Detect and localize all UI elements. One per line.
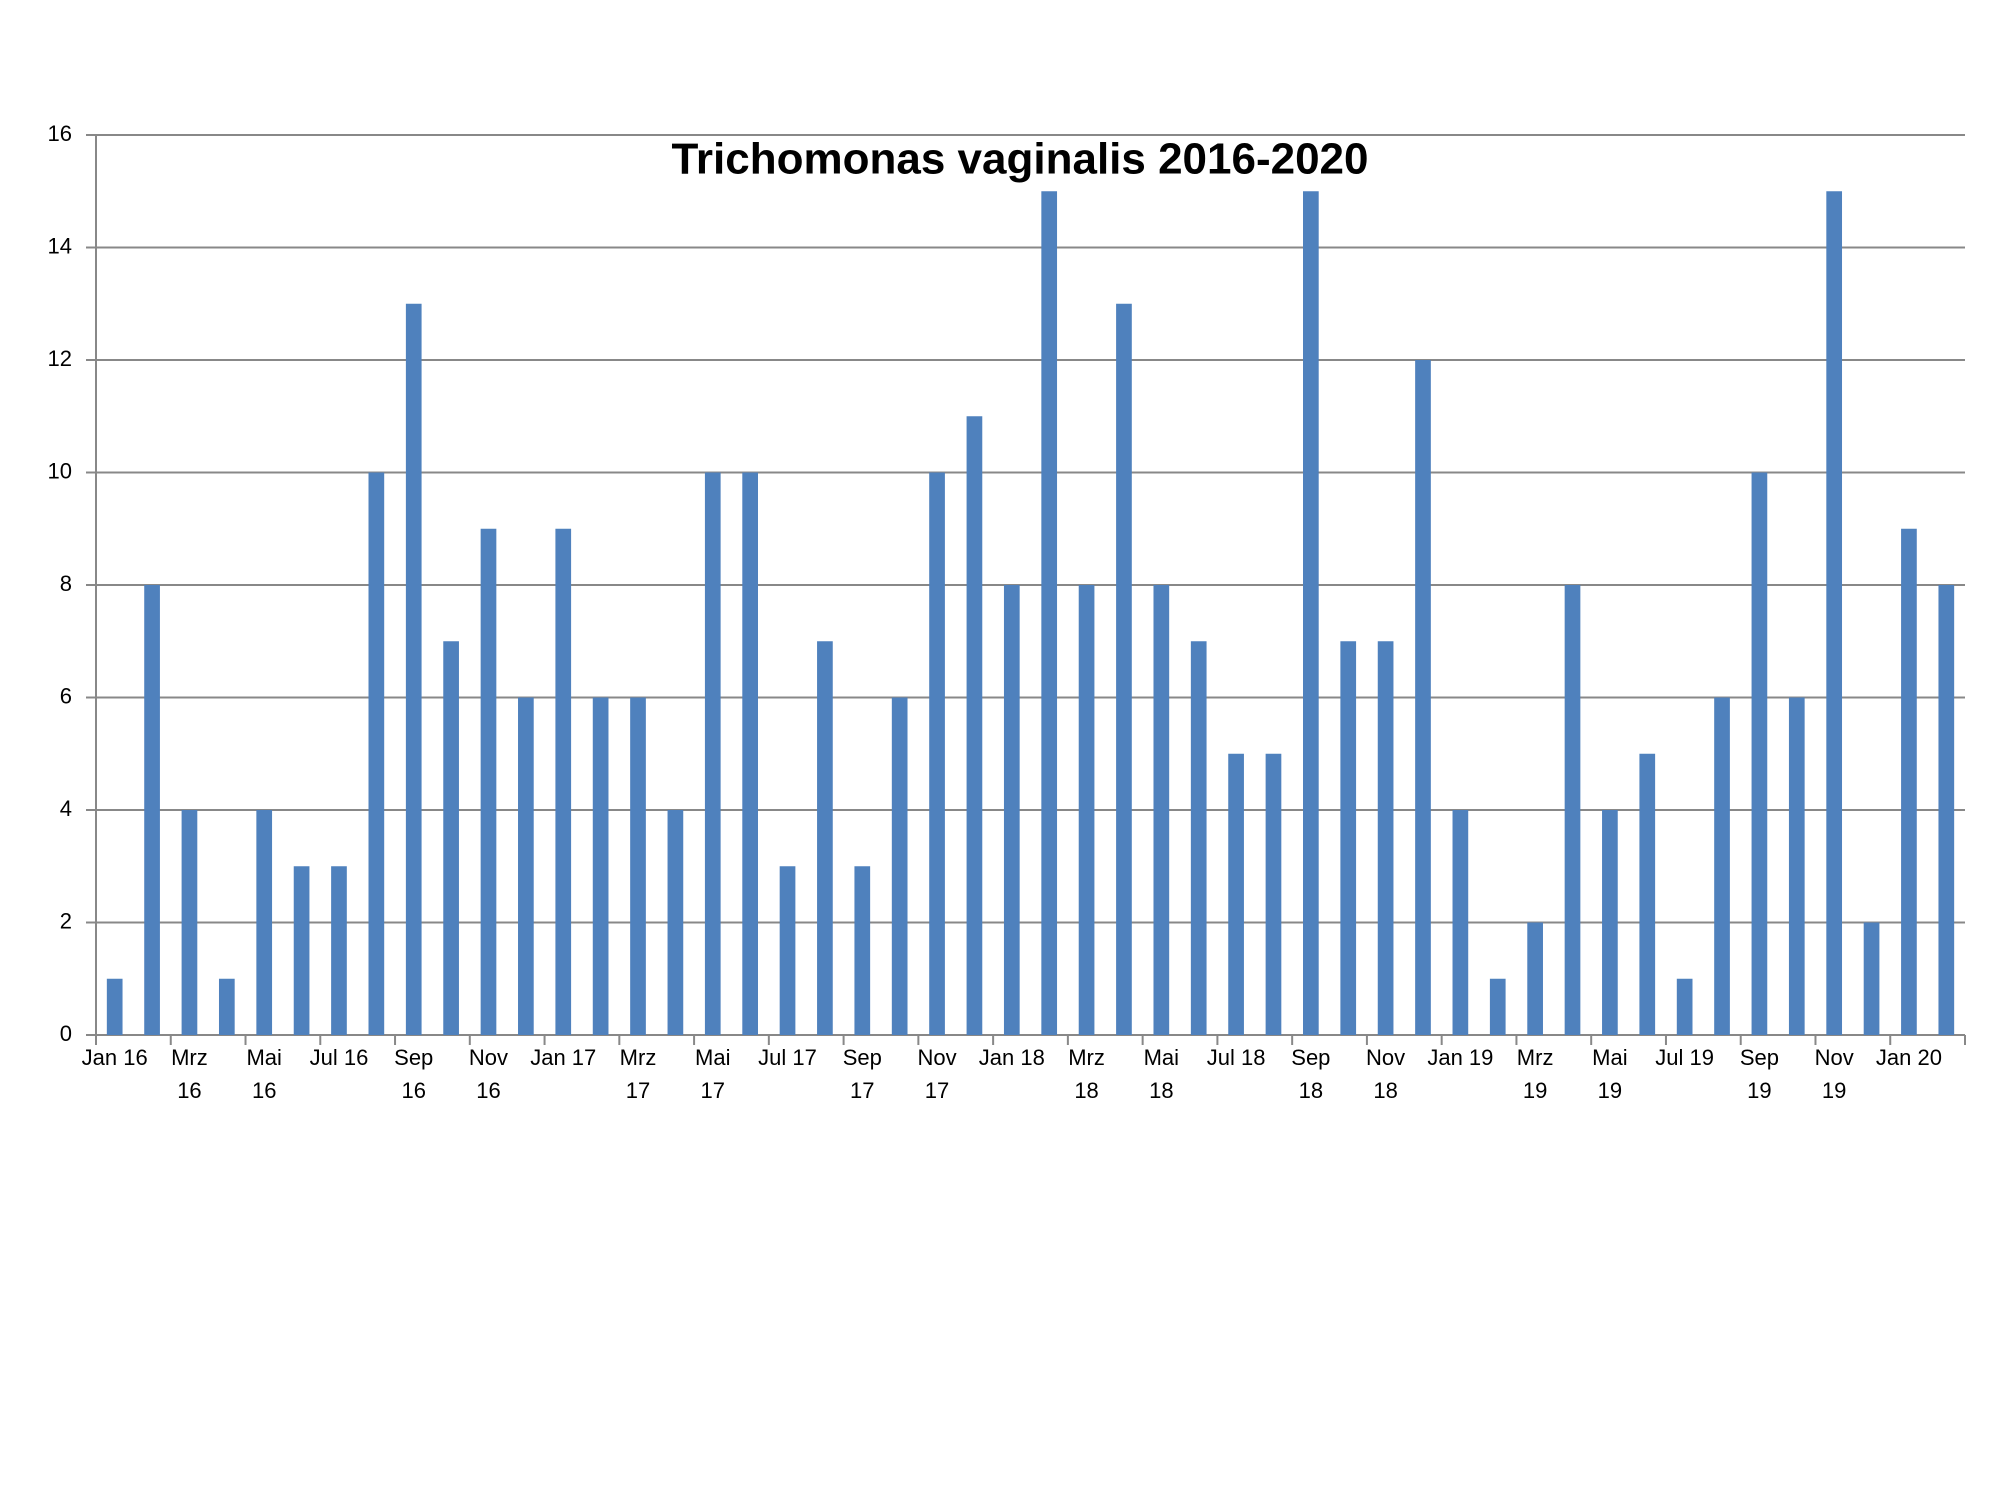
x-tick-label: Mrz 16 (171, 1045, 208, 1103)
x-tick-label: Mrz 17 (619, 1045, 657, 1103)
bar (106, 978, 123, 1035)
y-tick-label: 16 (48, 121, 72, 146)
bar (1340, 641, 1357, 1035)
y-tick-label: 4 (60, 796, 72, 821)
bar (891, 697, 908, 1035)
bar (368, 472, 385, 1035)
bar (1564, 585, 1581, 1035)
bar (1078, 585, 1095, 1035)
bar (1153, 585, 1170, 1035)
y-tick-label: 10 (48, 458, 72, 483)
bar (817, 641, 833, 1035)
x-tick-label: Jul 18 (1206, 1045, 1266, 1070)
chart-title: Trichomonas vaginalis 2016-2020 (671, 135, 1368, 184)
bar (1639, 753, 1656, 1035)
bar (518, 697, 534, 1035)
bar (630, 697, 646, 1035)
bar (667, 810, 684, 1035)
x-tick-label: Jan 19 (1427, 1045, 1494, 1070)
x-tick-label: Sep 19 (1739, 1045, 1779, 1103)
x-tick-label: Mai 17 (695, 1045, 731, 1103)
bar (742, 472, 758, 1035)
bar (1116, 303, 1132, 1035)
bar (181, 810, 198, 1035)
x-tick-label: Jan 16 (81, 1045, 148, 1070)
x-tick-label: Mai 18 (1143, 1045, 1180, 1103)
bar (1489, 978, 1506, 1035)
x-tick-label: Jul 16 (309, 1045, 369, 1070)
x-tick-label: Sep 17 (842, 1045, 882, 1103)
bar (854, 866, 871, 1035)
y-tick-label: 12 (48, 346, 72, 371)
y-tick-label: 8 (60, 571, 72, 596)
bar (1303, 191, 1319, 1035)
bar (1788, 697, 1805, 1035)
bar (1377, 641, 1394, 1035)
bar (592, 697, 609, 1035)
x-tick-label: Jan 17 (530, 1045, 597, 1070)
bar (1676, 978, 1693, 1035)
bar (256, 810, 273, 1035)
bar (555, 528, 572, 1035)
bar (929, 472, 945, 1035)
bar (405, 303, 422, 1035)
x-tick-label: Sep 16 (394, 1045, 434, 1103)
bar (1265, 753, 1282, 1035)
x-tick-label: Mrz 18 (1068, 1045, 1105, 1103)
bar (1602, 810, 1618, 1035)
bar (1003, 585, 1020, 1035)
bar (1228, 753, 1244, 1035)
bar (1826, 191, 1843, 1035)
y-tick-label: 14 (48, 233, 72, 258)
x-tick-label: Sep 18 (1291, 1045, 1331, 1103)
bar (480, 528, 497, 1035)
x-tick-label: Mai 16 (246, 1045, 282, 1103)
bar (218, 978, 235, 1035)
bar (1863, 922, 1880, 1035)
bar (1527, 922, 1543, 1035)
bar (443, 641, 459, 1035)
bar (1901, 528, 1917, 1035)
bar (704, 472, 721, 1035)
x-tick-label: Jul 17 (758, 1045, 817, 1070)
bar (966, 416, 983, 1035)
x-tick-label: Nov 17 (917, 1045, 957, 1103)
bar (779, 866, 796, 1035)
x-tick-label: Jan 20 (1875, 1045, 1942, 1070)
y-tick-label: 2 (60, 908, 72, 933)
bar (1938, 585, 1955, 1035)
bar (331, 866, 347, 1035)
x-tick-label: Jan 18 (978, 1045, 1045, 1070)
bar (1041, 191, 1058, 1035)
bar (144, 585, 160, 1035)
y-tick-label: 0 (60, 1021, 72, 1046)
bar (293, 866, 310, 1035)
x-tick-label: Mrz 19 (1516, 1045, 1554, 1103)
x-tick-label: Nov 19 (1814, 1045, 1854, 1103)
bar (1452, 810, 1469, 1035)
bar (1751, 472, 1768, 1035)
x-tick-label: Jul 19 (1655, 1045, 1714, 1070)
x-tick-label: Nov 16 (468, 1045, 509, 1103)
x-tick-label: Nov 18 (1366, 1045, 1406, 1103)
x-tick-label: Mai 19 (1592, 1045, 1628, 1103)
bar (1714, 697, 1730, 1035)
bar (1190, 641, 1207, 1035)
bar (1415, 360, 1431, 1035)
y-tick-label: 6 (60, 683, 72, 708)
